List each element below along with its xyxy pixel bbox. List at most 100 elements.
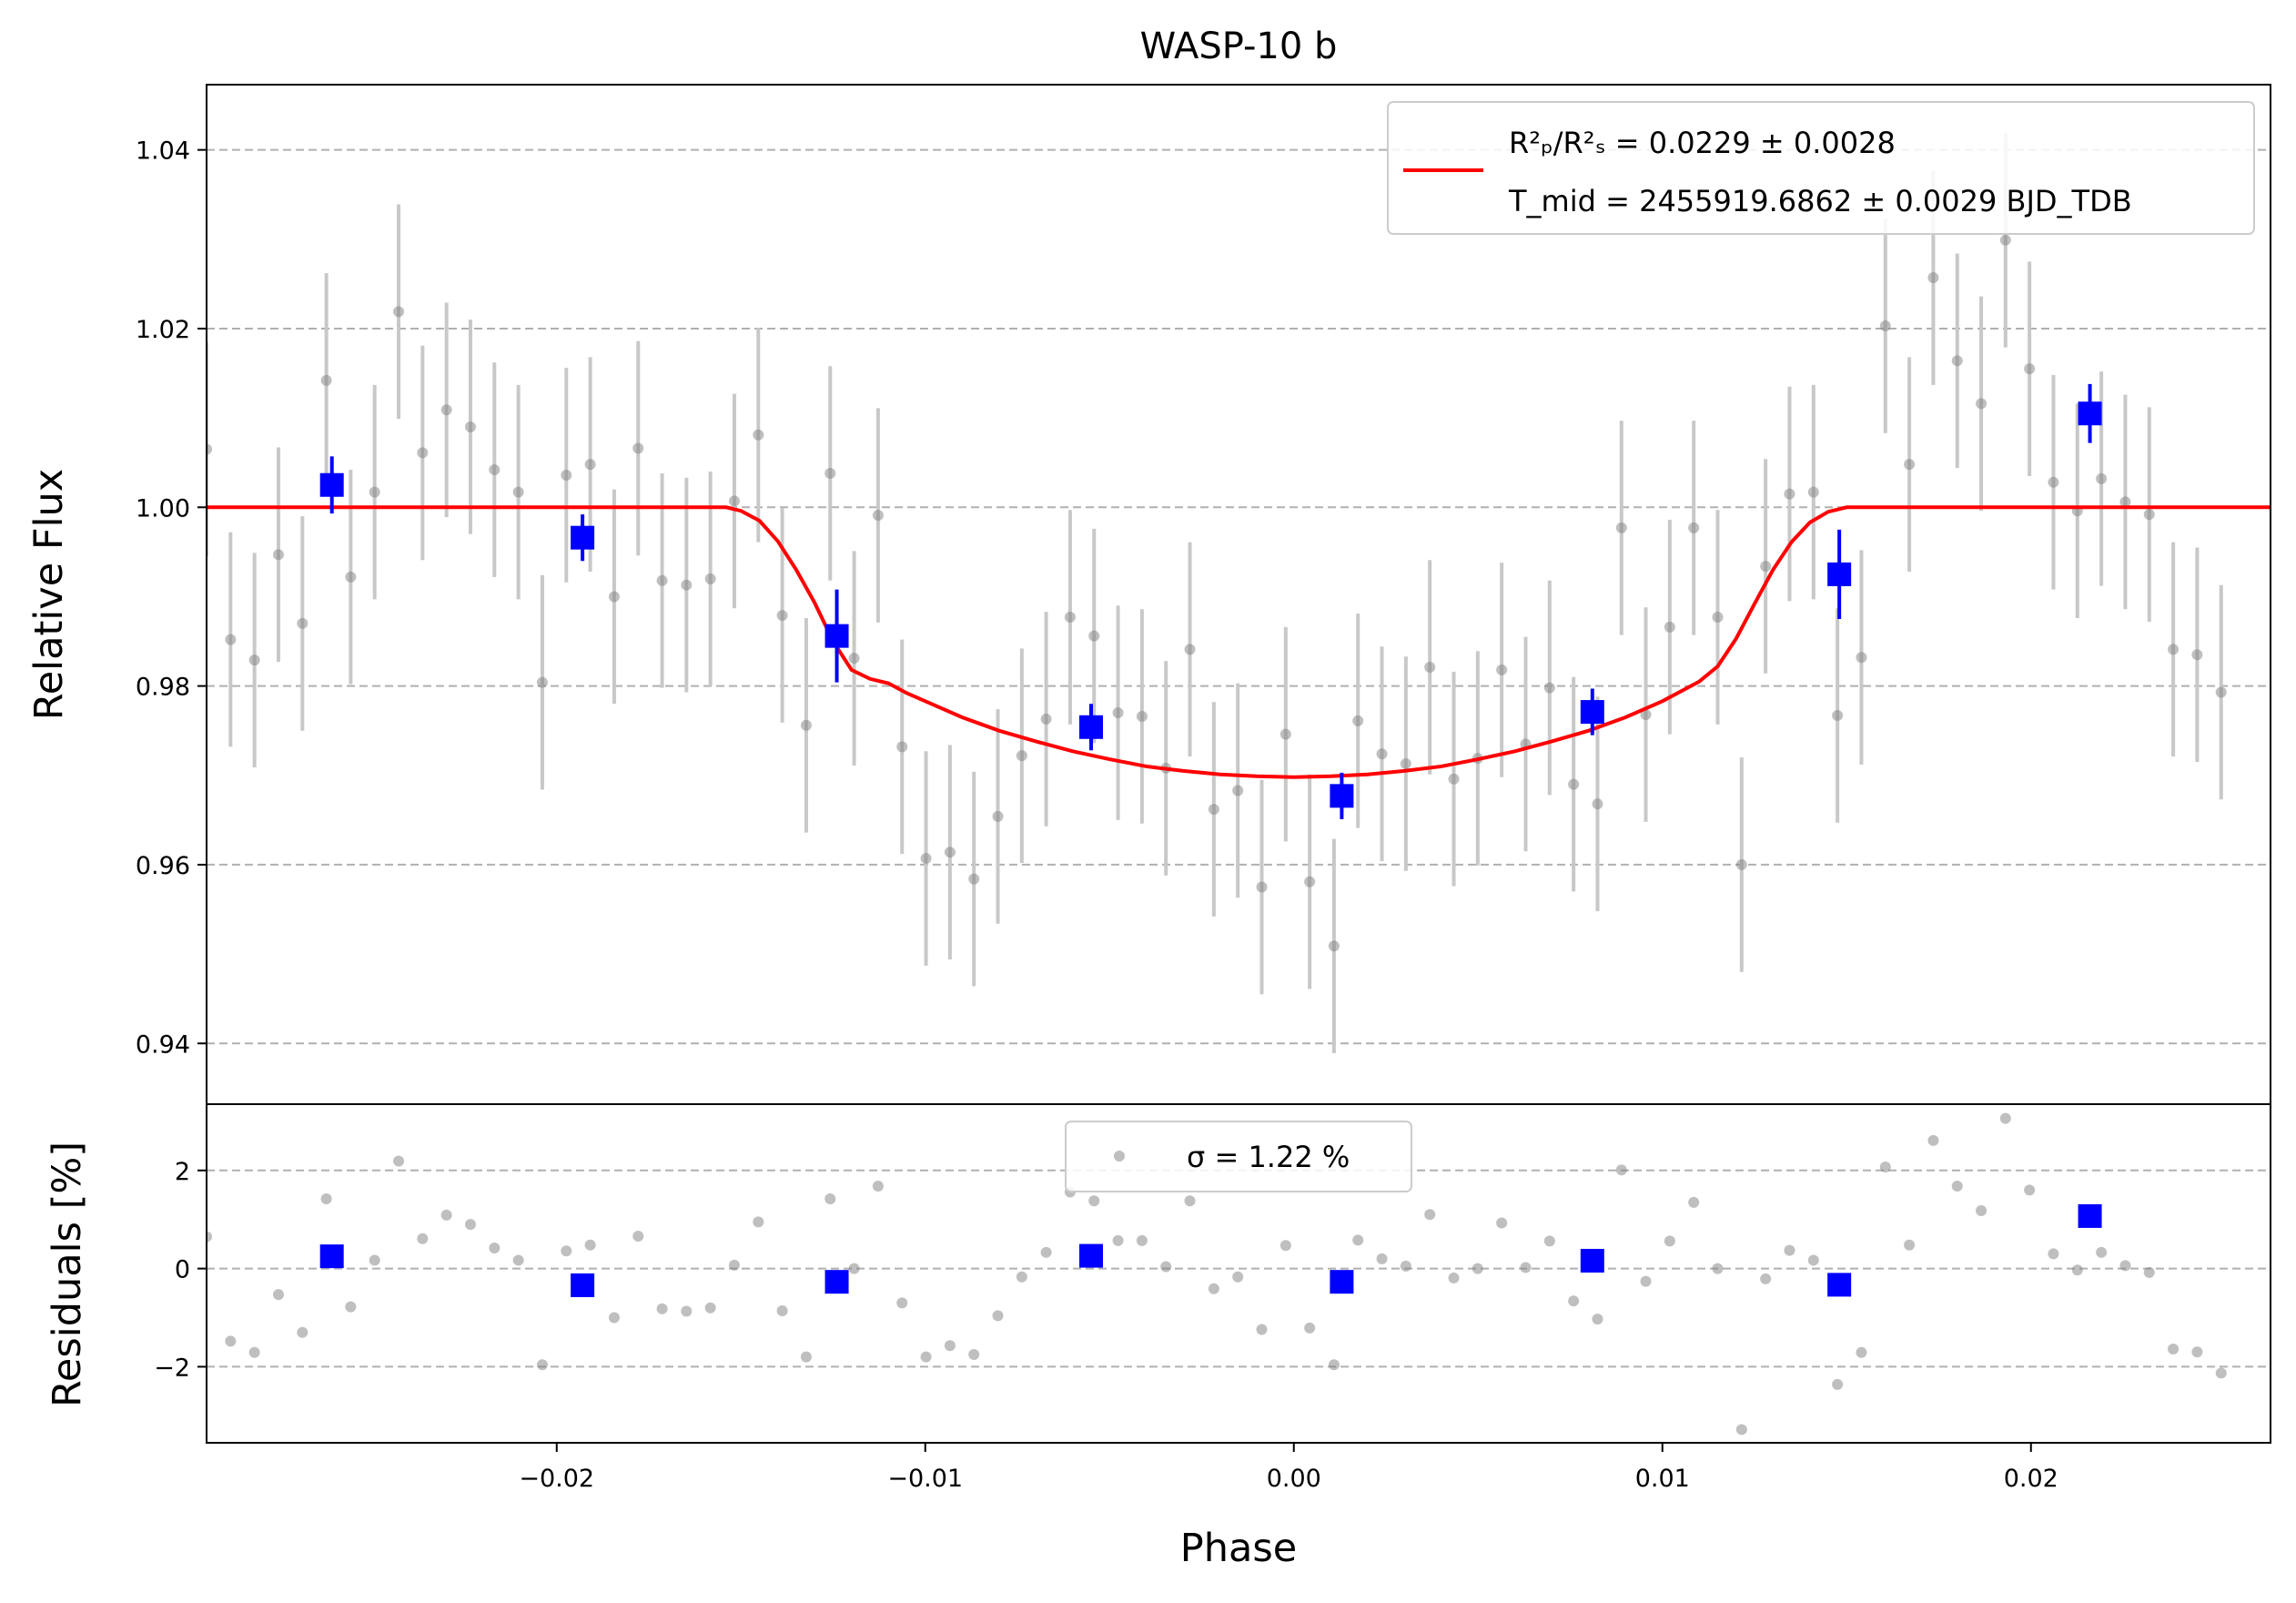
residuals-legend[interactable]: σ = 1.22 %: [1065, 1121, 1412, 1192]
flux-observation-point: [632, 442, 644, 454]
residual-observation-point: [920, 1351, 932, 1363]
flux-observation-point: [272, 549, 284, 561]
flux-observation-point: [1040, 713, 1052, 725]
residual-observation-point: [464, 1219, 476, 1231]
binned-residual-point: [1330, 1270, 1354, 1294]
flux-observation-point: [1496, 664, 1508, 675]
residual-observation-point: [512, 1254, 524, 1266]
residual-observation-point: [632, 1231, 644, 1243]
flux-observation-point: [489, 464, 501, 476]
flux-observation-point: [1592, 798, 1603, 810]
flux-observation-point: [1112, 707, 1124, 719]
residual-observation-point: [1424, 1209, 1436, 1221]
flux-observation-point: [2096, 472, 2108, 484]
binned-residual-point: [1079, 1243, 1103, 1268]
legend-sigma-marker: [1114, 1151, 1125, 1162]
flux-observation-point: [1352, 715, 1364, 726]
residual-observation-point: [704, 1302, 716, 1314]
residual-observation-point: [536, 1359, 548, 1371]
flux-legend[interactable]: R²ₚ/R²ₛ = 0.0229 ± 0.0028 T_mid = 245591…: [1387, 101, 2255, 235]
flux-y-tick-label: 0.96: [136, 852, 190, 880]
residuals-legend-box: [1065, 1121, 1412, 1192]
residual-observation-point: [345, 1301, 357, 1313]
flux-observation-point: [1279, 728, 1291, 740]
binned-flux-point: [2078, 401, 2102, 426]
residual-observation-point: [1784, 1244, 1795, 1256]
residual-observation-point: [225, 1335, 237, 1347]
residual-observation-point: [1472, 1263, 1483, 1274]
residual-observation-point: [1760, 1273, 1772, 1284]
flux-observation-point: [1832, 710, 1844, 722]
residual-observation-point: [848, 1263, 860, 1274]
residual-observation-point: [1879, 1162, 1891, 1173]
flux-observation-point: [536, 676, 548, 688]
flux-observation-point: [872, 510, 884, 522]
residual-observation-point: [824, 1193, 836, 1205]
flux-observation-point: [2119, 496, 2131, 508]
binned-flux-point: [1079, 715, 1103, 739]
flux-y-tick-label: 0.98: [136, 674, 190, 702]
flux-observation-point: [968, 873, 980, 885]
binned-residual-point: [319, 1244, 344, 1269]
flux-data-clip: [207, 133, 2271, 1054]
flux-observation-point: [656, 574, 668, 586]
flux-observation-point: [1256, 881, 1268, 893]
residual-observation-point: [248, 1346, 260, 1358]
residuals-y-tick-label: 0: [175, 1256, 190, 1284]
flux-observation-point: [320, 374, 332, 386]
flux-observation-point: [1904, 459, 1916, 471]
residuals-panel: −2 0 2 −0.02 −0.01 0.00 0.01 0.02 Residuals [%…: [45, 1103, 2271, 1571]
x-tick-label: 0.00: [1267, 1465, 1321, 1493]
binned-flux-point: [1827, 562, 1852, 586]
flux-observation-point: [992, 810, 1004, 822]
flux-observation-point: [824, 467, 836, 479]
flux-observation-point: [440, 404, 452, 416]
flux-observation-point: [225, 634, 237, 645]
residual-observation-point: [1352, 1234, 1364, 1246]
flux-binned-points: [319, 383, 2102, 819]
residual-observation-point: [2215, 1367, 2227, 1379]
flux-observation-point: [1760, 561, 1772, 573]
residual-observation-point: [320, 1193, 332, 1205]
residual-observation-point: [2143, 1266, 2155, 1278]
residual-observation-point: [776, 1304, 788, 1316]
residual-observation-point: [297, 1326, 308, 1338]
residual-observation-point: [1328, 1359, 1340, 1371]
residual-observation-point: [440, 1209, 452, 1221]
residual-observation-point: [1160, 1261, 1172, 1273]
flux-observation-point: [848, 653, 860, 665]
residual-observation-point: [728, 1259, 740, 1271]
legend-model-line-1: R²ₚ/R²ₛ = 0.0229 ± 0.0028: [1509, 126, 1896, 160]
flux-observation-point: [1232, 785, 1244, 796]
flux-observation-point: [2191, 649, 2203, 661]
flux-observation-point: [1664, 621, 1675, 633]
flux-observation-point: [248, 654, 260, 666]
residual-observation-point: [1951, 1181, 1963, 1192]
residual-observation-point: [608, 1312, 620, 1324]
flux-observation-point: [776, 610, 788, 622]
flux-observation-point: [728, 495, 740, 507]
residuals-data-clip: [207, 1112, 2227, 1436]
binned-residual-point: [2078, 1203, 2102, 1228]
residual-observation-point: [1735, 1424, 1747, 1436]
binned-flux-point: [1580, 700, 1604, 725]
residual-observation-point: [1640, 1275, 1652, 1287]
flux-observation-point: [464, 421, 476, 432]
flux-observation-point: [920, 853, 932, 865]
residual-observation-point: [272, 1289, 284, 1301]
flux-observation-point: [512, 486, 524, 498]
residual-observation-point: [2191, 1346, 2203, 1358]
residual-observation-point: [1279, 1240, 1291, 1252]
residual-observation-point: [1088, 1195, 1100, 1207]
residual-observation-point: [369, 1254, 380, 1266]
residual-observation-point: [393, 1155, 405, 1167]
x-tick-label: −0.01: [887, 1465, 963, 1493]
flux-observation-point: [1064, 612, 1076, 624]
flux-observation-point: [1136, 710, 1148, 722]
residuals-y-axis-label: Residuals [%]: [45, 1141, 90, 1407]
residual-observation-point: [1376, 1253, 1388, 1264]
flux-observation-point: [1304, 876, 1316, 888]
residual-observation-point: [992, 1310, 1004, 1322]
residual-observation-point: [1568, 1295, 1580, 1307]
